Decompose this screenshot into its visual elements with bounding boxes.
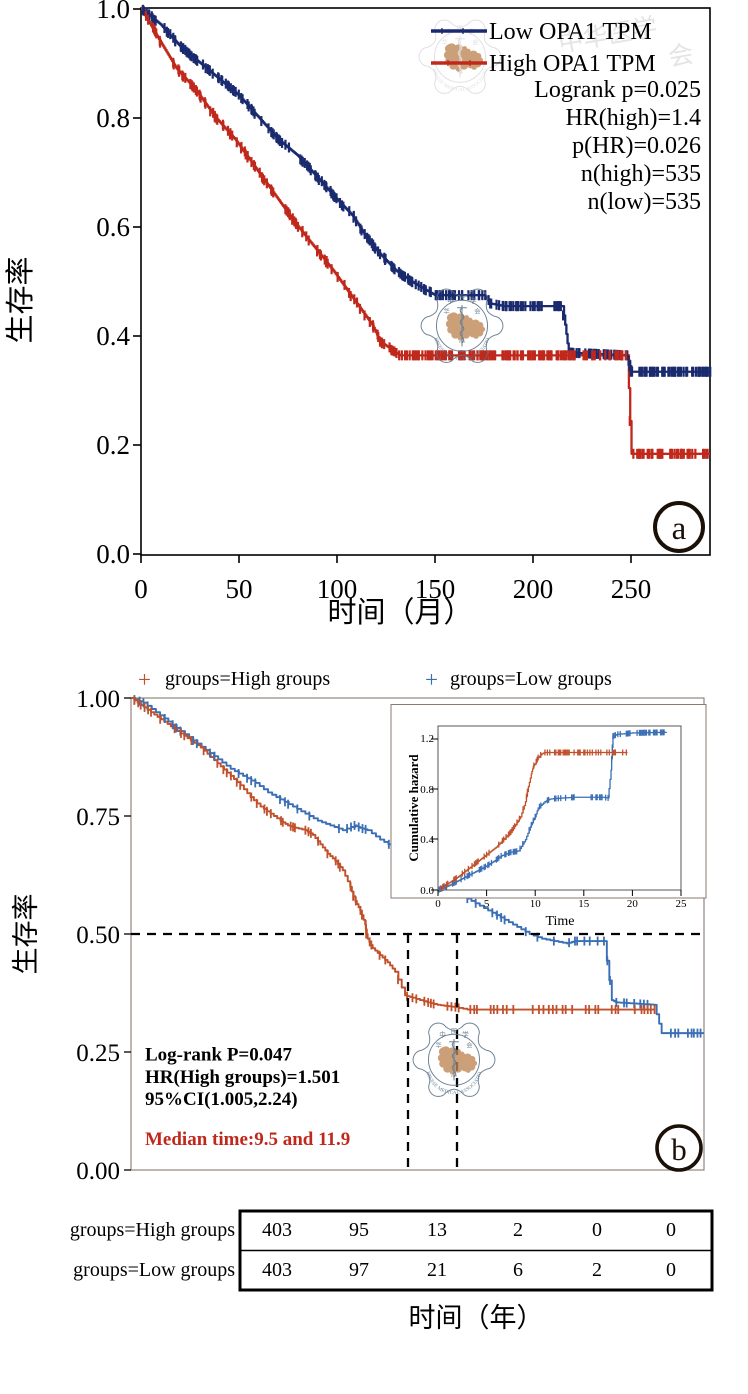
svg-text:0.0: 0.0 xyxy=(96,539,130,569)
svg-text:0.6: 0.6 xyxy=(96,212,130,242)
svg-text:97: 97 xyxy=(349,1259,369,1281)
svg-text:0.75: 0.75 xyxy=(76,804,120,831)
svg-text:时间（月）: 时间（月） xyxy=(327,596,472,629)
svg-text:groups=High groups: groups=High groups xyxy=(70,1219,235,1241)
svg-text:0.00: 0.00 xyxy=(76,1158,120,1185)
svg-text:High OPA1 TPM: High OPA1 TPM xyxy=(489,51,656,77)
svg-text:Low OPA1 TPM: Low OPA1 TPM xyxy=(489,19,652,45)
svg-text:+: + xyxy=(138,668,151,692)
svg-text:+: + xyxy=(425,668,438,692)
svg-text:0.8: 0.8 xyxy=(420,784,434,796)
svg-text:HR(high)=1.4: HR(high)=1.4 xyxy=(565,105,701,131)
svg-text:p(HR)=0.026: p(HR)=0.026 xyxy=(572,133,701,159)
svg-text:2: 2 xyxy=(513,1219,523,1241)
svg-text:0.0: 0.0 xyxy=(420,885,434,897)
svg-text:403: 403 xyxy=(262,1219,292,1241)
svg-text:0: 0 xyxy=(666,1259,676,1281)
svg-text:95: 95 xyxy=(349,1219,369,1241)
svg-text:生存率: 生存率 xyxy=(11,894,41,975)
svg-text:1.0: 1.0 xyxy=(96,0,130,24)
svg-text:0.4: 0.4 xyxy=(96,321,130,351)
svg-text:groups=Low groups: groups=Low groups xyxy=(450,668,612,690)
svg-text:0.50: 0.50 xyxy=(76,922,120,949)
svg-text:0: 0 xyxy=(592,1219,602,1241)
svg-text:10: 10 xyxy=(530,898,542,910)
svg-text:Median time:9.5 and 11.9: Median time:9.5 and 11.9 xyxy=(145,1129,350,1150)
svg-text:会: 会 xyxy=(666,40,695,72)
svg-text:13: 13 xyxy=(427,1219,447,1241)
svg-text:b: b xyxy=(671,1132,687,1167)
svg-text:生存率: 生存率 xyxy=(4,256,37,343)
svg-text:groups=Low groups: groups=Low groups xyxy=(73,1259,235,1281)
svg-text:0.25: 0.25 xyxy=(76,1040,120,1067)
svg-text:a: a xyxy=(672,511,687,547)
svg-text:403: 403 xyxy=(262,1259,292,1281)
svg-text:25: 25 xyxy=(676,898,688,910)
svg-text:200: 200 xyxy=(513,574,554,604)
svg-text:Cumulative hazard: Cumulative hazard xyxy=(406,754,421,862)
svg-text:0: 0 xyxy=(435,898,441,910)
svg-text:HR(High groups)=1.501: HR(High groups)=1.501 xyxy=(145,1067,340,1088)
svg-text:n(low)=535: n(low)=535 xyxy=(587,189,701,215)
svg-text:Time: Time xyxy=(545,914,574,929)
svg-text:5: 5 xyxy=(484,898,490,910)
svg-text:6: 6 xyxy=(513,1259,523,1281)
svg-text:n(high)=535: n(high)=535 xyxy=(581,161,701,187)
svg-text:Log-rank P=0.047: Log-rank P=0.047 xyxy=(145,1045,292,1066)
svg-text:20: 20 xyxy=(627,898,639,910)
svg-text:2: 2 xyxy=(592,1259,602,1281)
svg-text:0.2: 0.2 xyxy=(96,430,130,460)
svg-text:0.4: 0.4 xyxy=(420,834,434,846)
svg-text:250: 250 xyxy=(611,574,652,604)
svg-text:0: 0 xyxy=(666,1219,676,1241)
svg-text:groups=High groups: groups=High groups xyxy=(165,668,330,690)
svg-text:Logrank p=0.025: Logrank p=0.025 xyxy=(534,77,701,103)
svg-text:15: 15 xyxy=(578,898,590,910)
svg-text:21: 21 xyxy=(427,1259,447,1281)
svg-text:0.8: 0.8 xyxy=(96,103,130,133)
svg-text:时间（年）: 时间（年） xyxy=(409,1303,544,1333)
svg-text:1.00: 1.00 xyxy=(76,686,120,713)
svg-text:95%CI(1.005,2.24): 95%CI(1.005,2.24) xyxy=(145,1089,298,1110)
svg-text:50: 50 xyxy=(226,574,253,604)
svg-text:0: 0 xyxy=(134,574,148,604)
